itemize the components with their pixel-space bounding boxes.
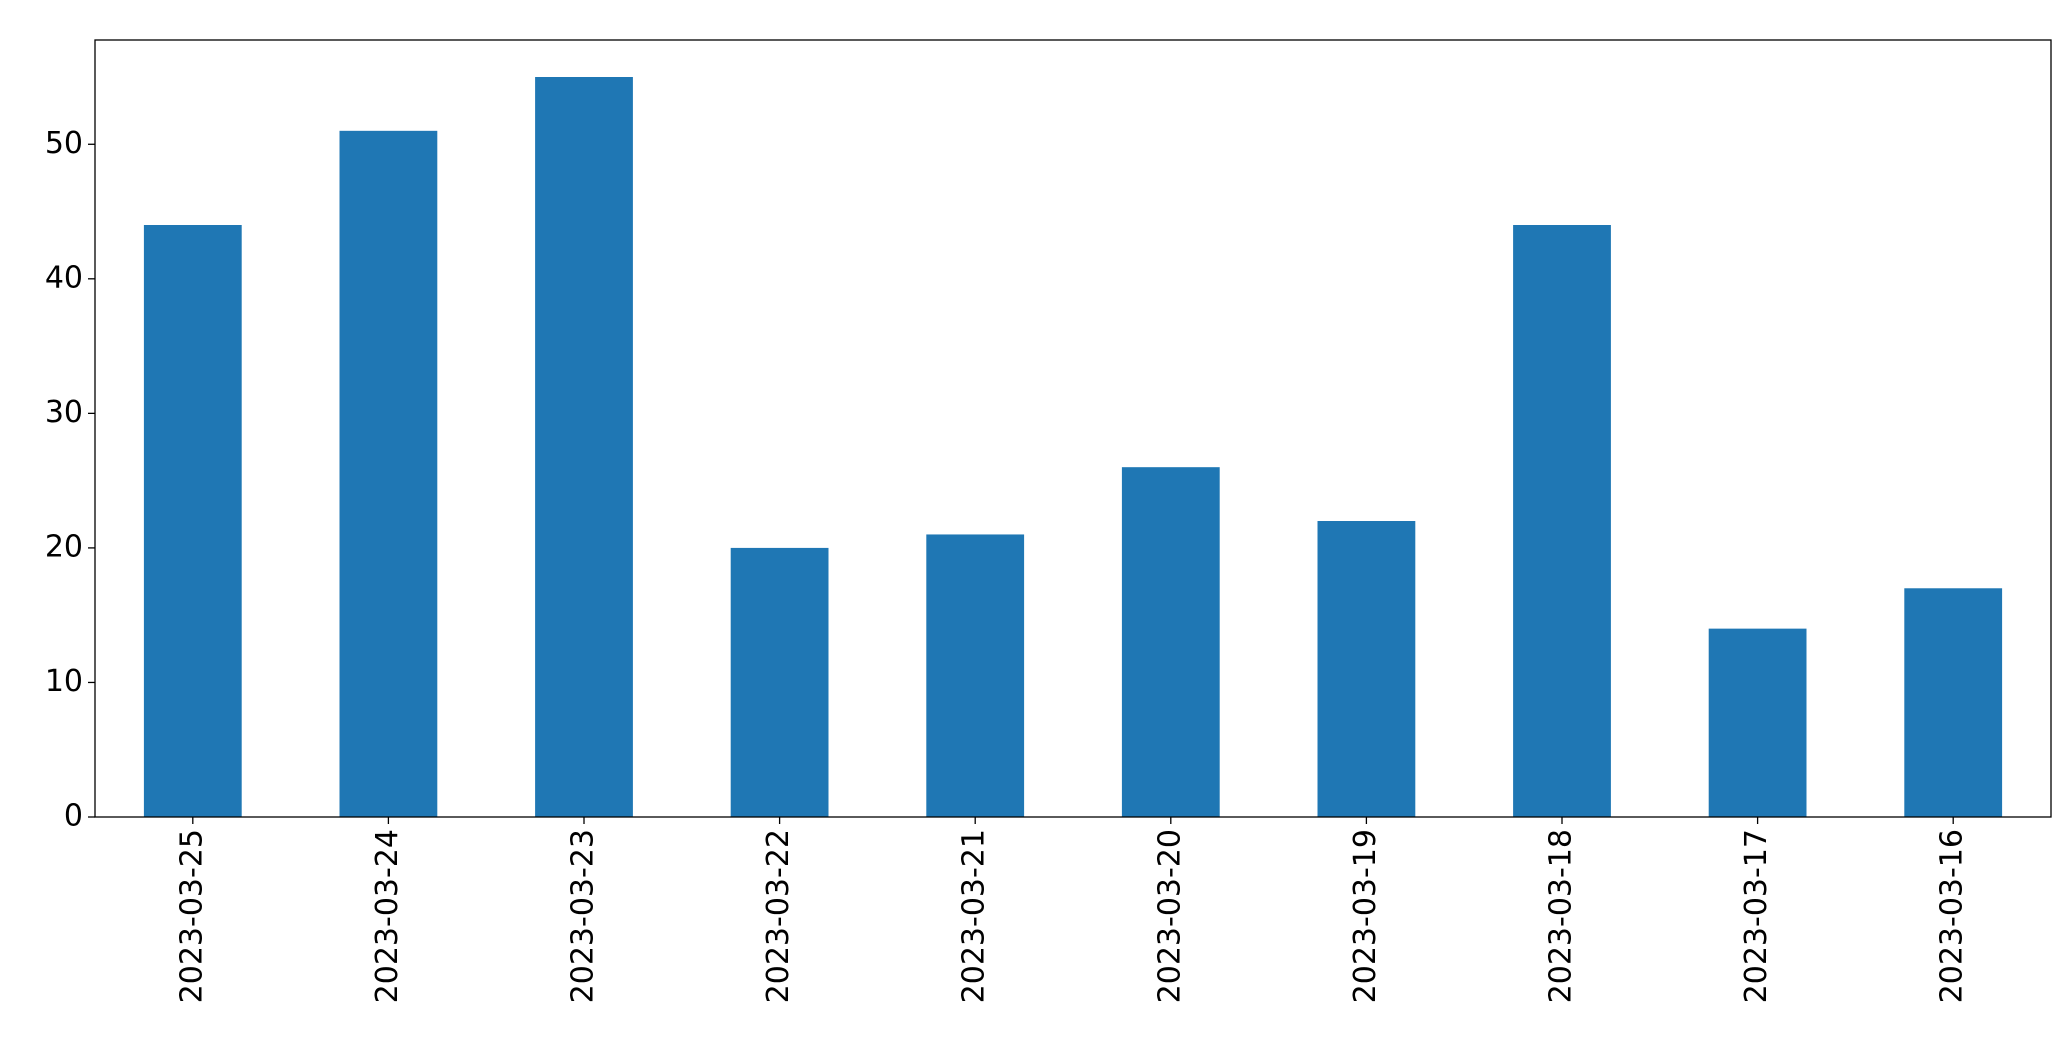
y-tick-label: 40 xyxy=(45,260,83,295)
x-tick-label: 2023-03-23 xyxy=(566,829,601,1003)
y-tick-label: 10 xyxy=(45,664,83,699)
x-tick-label: 2023-03-16 xyxy=(1935,829,1970,1003)
bar xyxy=(730,547,829,817)
bar xyxy=(1317,521,1416,817)
x-tick-label: 2023-03-18 xyxy=(1544,829,1579,1003)
bar xyxy=(339,130,438,817)
y-tick-label: 0 xyxy=(64,799,83,834)
bar xyxy=(1121,467,1220,817)
x-tick-label: 2023-03-17 xyxy=(1739,829,1774,1003)
x-tick-label: 2023-03-22 xyxy=(761,829,796,1003)
x-tick-label: 2023-03-24 xyxy=(370,829,405,1003)
bar xyxy=(1513,225,1611,817)
x-tick-label: 2023-03-19 xyxy=(1348,829,1383,1003)
bar xyxy=(143,225,242,817)
y-tick-label: 50 xyxy=(45,126,83,161)
bar xyxy=(535,77,633,817)
x-tick-label: 2023-03-21 xyxy=(957,829,992,1003)
bar xyxy=(1904,588,2003,817)
x-tick-label: 2023-03-25 xyxy=(174,829,209,1003)
bar xyxy=(926,534,1025,817)
y-tick-label: 20 xyxy=(45,529,83,564)
x-tick-label: 2023-03-20 xyxy=(1152,829,1187,1003)
plot-frame xyxy=(94,39,2052,818)
bar xyxy=(1708,628,1807,817)
y-tick-label: 30 xyxy=(45,395,83,430)
